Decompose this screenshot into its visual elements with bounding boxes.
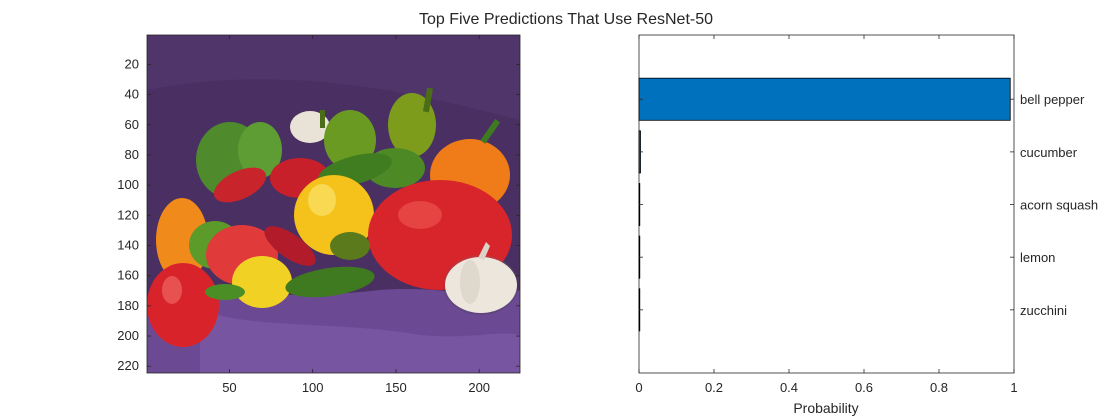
image-y-tick-label: 60 — [125, 117, 139, 132]
category-label: bell pepper — [1020, 92, 1085, 107]
bar-bell-pepper — [638, 77, 1011, 121]
x-tick-label: 0.8 — [930, 380, 948, 395]
orange-pepper-left — [156, 198, 208, 282]
x-axis-label: Probability — [793, 400, 858, 416]
image-y-tick-label: 200 — [117, 328, 139, 343]
x-tick-label: 0.2 — [705, 380, 723, 395]
x-tick-label: 0 — [635, 380, 642, 395]
category-label: acorn squash — [1020, 198, 1098, 213]
image-y-tick-label: 180 — [117, 298, 139, 313]
category-label: cucumber — [1020, 145, 1078, 160]
category-labels: bell pepper cucumber acorn squash lemon zucc… — [639, 92, 1098, 318]
image-x-ticks: 50 100 150 200 — [222, 35, 490, 395]
image-y-tick-label: 120 — [117, 207, 139, 222]
image-y-tick-label: 40 — [125, 87, 139, 102]
x-ticks: 0 0.2 0.4 0.6 0.8 1 — [635, 35, 1018, 395]
image-y-tick-label: 100 — [117, 177, 139, 192]
image-panel: 20 40 60 80 100 120 140 160 180 200 220 50 100 150 20… — [117, 34, 521, 395]
x-tick-label: 0.6 — [855, 380, 873, 395]
image-x-tick-label: 200 — [468, 380, 490, 395]
x-tick-label: 0.4 — [780, 380, 798, 395]
image-x-tick-label: 100 — [302, 380, 324, 395]
figure-title: Top Five Predictions That Use ResNet-50 — [419, 11, 713, 28]
x-tick-label: 1 — [1010, 380, 1017, 395]
image-y-tick-label: 140 — [117, 237, 139, 252]
red-tomato-pepper — [147, 263, 219, 347]
category-label: zucchini — [1020, 303, 1067, 318]
image-y-tick-label: 20 — [125, 56, 139, 71]
bar-group — [638, 77, 1011, 332]
image-x-tick-label: 50 — [222, 380, 236, 395]
image-y-tick-label: 160 — [117, 268, 139, 283]
image-x-tick-label: 150 — [385, 380, 407, 395]
image-y-ticks: 20 40 60 80 100 120 140 160 180 200 220 — [117, 56, 520, 373]
peppers-image — [147, 35, 520, 373]
category-label: lemon — [1020, 250, 1055, 265]
image-axes-box — [146, 34, 521, 374]
image-y-tick-label: 220 — [117, 358, 139, 373]
bar-chart: bell pepper cucumber acorn squash lemon zucc… — [635, 34, 1098, 416]
image-y-tick-label: 80 — [125, 147, 139, 162]
